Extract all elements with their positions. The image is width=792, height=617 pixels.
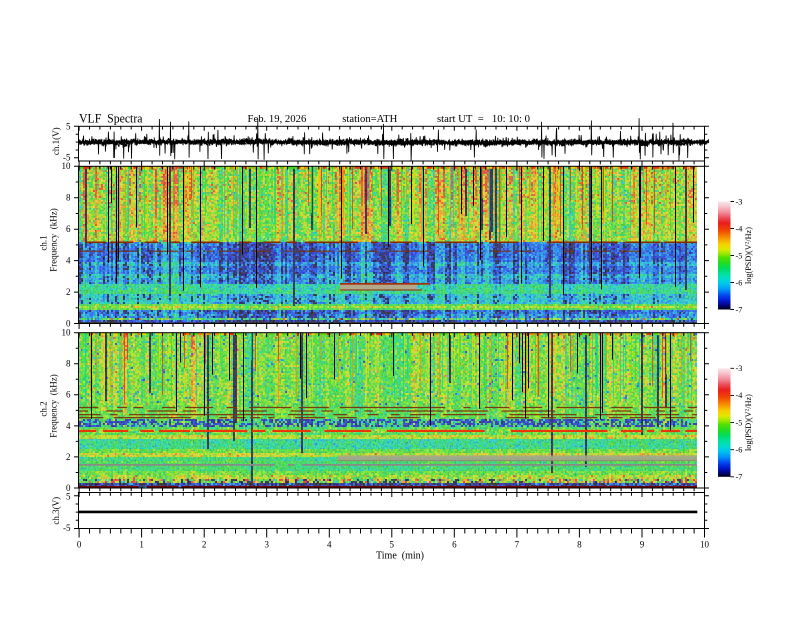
svg-text:6: 6 (452, 540, 457, 550)
svg-text:4: 4 (66, 256, 71, 266)
svg-text:10: 10 (700, 540, 710, 550)
svg-text:ch.1(V): ch.1(V) (51, 127, 61, 155)
svg-text:-3: -3 (736, 197, 743, 206)
svg-text:10: 10 (62, 161, 72, 171)
svg-text:Frequency (kHz): Frequency (kHz) (49, 208, 59, 271)
svg-text:2: 2 (66, 452, 71, 462)
svg-text:5: 5 (390, 540, 395, 550)
svg-text:8: 8 (577, 540, 582, 550)
svg-text:10: 10 (62, 328, 72, 338)
svg-text:9: 9 (640, 540, 645, 550)
svg-text:-7: -7 (736, 305, 743, 314)
svg-text:1: 1 (139, 540, 144, 550)
svg-text:-4: -4 (736, 224, 743, 233)
svg-text:7: 7 (515, 540, 520, 550)
svg-text:-4: -4 (736, 391, 743, 400)
svg-text:6: 6 (66, 224, 71, 234)
svg-text:ch.2: ch.2 (39, 401, 49, 416)
svg-text:-6: -6 (736, 446, 743, 455)
svg-text:-5: -5 (736, 418, 743, 427)
svg-text:5: 5 (66, 121, 71, 131)
svg-text:-5: -5 (63, 152, 71, 162)
svg-text:log(PSD)(V2/Hz): log(PSD)(V2/Hz) (744, 227, 753, 284)
svg-text:4: 4 (327, 540, 332, 550)
svg-text:Feb. 19, 2026: Feb. 19, 2026 (248, 114, 307, 125)
svg-text:-7: -7 (736, 473, 743, 482)
svg-text:VLF Spectra: VLF Spectra (79, 112, 143, 126)
svg-text:start UT = 10: 10: 0: start UT = 10: 10: 0 (437, 114, 530, 125)
svg-text:-6: -6 (736, 278, 743, 287)
svg-text:ch.1: ch.1 (39, 235, 49, 250)
svg-text:-5: -5 (63, 523, 71, 533)
svg-text:2: 2 (66, 287, 71, 297)
svg-text:Time (min): Time (min) (376, 550, 424, 561)
svg-text:Frequency (kHz): Frequency (kHz) (49, 374, 59, 437)
svg-text:3: 3 (264, 540, 269, 550)
svg-text:-3: -3 (736, 364, 743, 373)
svg-text:5: 5 (66, 492, 71, 502)
svg-text:2: 2 (202, 540, 207, 550)
svg-text:station=ATH: station=ATH (342, 114, 397, 125)
svg-text:0: 0 (77, 540, 82, 550)
svg-text:0: 0 (66, 483, 71, 493)
svg-text:log(PSD)(V2/Hz): log(PSD)(V2/Hz) (744, 394, 753, 451)
svg-text:6: 6 (66, 390, 71, 400)
svg-text:8: 8 (66, 359, 71, 369)
svg-text:8: 8 (66, 193, 71, 203)
svg-text:0: 0 (66, 318, 71, 328)
svg-text:4: 4 (66, 421, 71, 431)
svg-text:-5: -5 (736, 251, 743, 260)
svg-text:ch.3(V): ch.3(V) (51, 497, 61, 525)
